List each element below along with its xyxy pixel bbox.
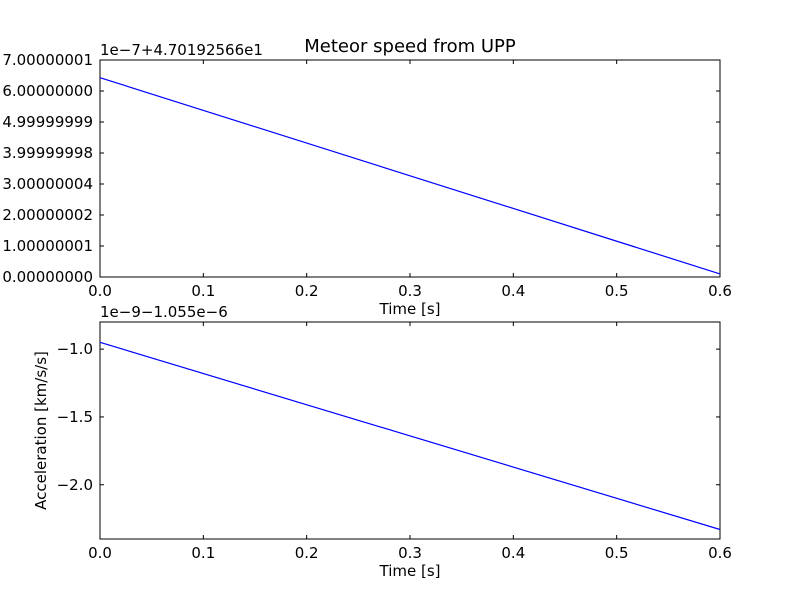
axis-offset-label: 1e−7+4.70192566e1 (100, 41, 263, 59)
x-tick-label: 0.3 (398, 544, 422, 562)
x-axis-label: Time [s] (379, 300, 441, 318)
x-axis-label: Time [s] (379, 562, 441, 580)
y-tick-label: −1.5 (57, 408, 93, 426)
x-tick-label: 0.5 (605, 544, 629, 562)
x-tick-label: 0.0 (88, 544, 112, 562)
x-tick-label: 0.2 (295, 544, 319, 562)
x-tick-label: 0.6 (708, 282, 732, 300)
acceleration-subplot: 0.0 0.1 0.2 0.3 0.4 0.5 0.6 −1.0 −1.5 −2.0 1e−9−1.… (32, 303, 732, 580)
x-tick-label: 0.1 (191, 544, 215, 562)
series-line (99, 77, 721, 275)
series-line (99, 341, 721, 531)
y-tick-label: −1.0 (57, 340, 93, 358)
x-tick-label: 0.5 (605, 282, 629, 300)
x-tick-label: 0.0 (88, 282, 112, 300)
chart-title: Meteor speed from UPP (304, 36, 516, 57)
x-tick-label: 0.2 (295, 282, 319, 300)
axes-frame (99, 321, 721, 540)
x-tick-label: 0.3 (398, 282, 422, 300)
y-tick-label: 6.00000000 (2, 82, 93, 100)
y-tick-label: 1.00000001 (2, 237, 93, 255)
y-tick-label: 3.00000004 (2, 175, 93, 193)
y-tick-label: 3.99999998 (2, 144, 93, 162)
y-tick-label: −2.0 (57, 476, 93, 494)
x-tick-label: 0.4 (501, 544, 525, 562)
y-tick-label: 7.00000001 (2, 51, 93, 69)
y-tick-label: 2.00000002 (2, 206, 93, 224)
y-axis-label: Acceleration [km/s/s] (32, 351, 50, 510)
x-tick-label: 0.6 (708, 544, 732, 562)
axis-offset-label: 1e−9−1.055e−6 (100, 303, 228, 321)
y-tick-label: 0.00000000 (2, 268, 93, 286)
y-tick-label: 4.99999999 (2, 113, 93, 131)
x-tick-label: 0.4 (501, 282, 525, 300)
x-tick-label: 0.1 (191, 282, 215, 300)
speed-subplot: 0.0 0.1 0.2 0.3 0.4 0.5 0.6 7.00000001 6.0000000… (2, 36, 732, 318)
